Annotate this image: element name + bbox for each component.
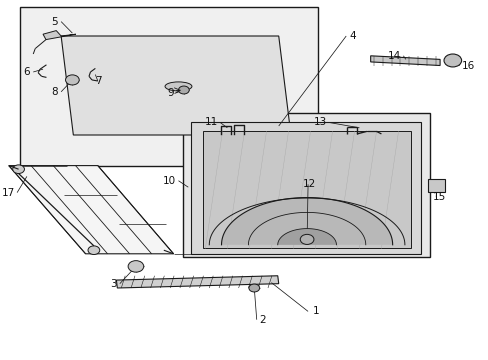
Polygon shape	[61, 36, 290, 135]
Text: 1: 1	[312, 306, 319, 316]
Text: 6: 6	[23, 67, 30, 77]
Text: 15: 15	[432, 192, 445, 202]
Circle shape	[13, 165, 24, 174]
Polygon shape	[370, 56, 439, 66]
Circle shape	[248, 284, 259, 292]
Text: 2: 2	[259, 315, 265, 325]
Polygon shape	[190, 122, 420, 254]
Polygon shape	[9, 166, 173, 254]
Text: 3: 3	[109, 279, 116, 289]
Text: 12: 12	[303, 179, 316, 189]
Polygon shape	[203, 131, 410, 248]
Circle shape	[300, 234, 313, 244]
Circle shape	[65, 75, 79, 85]
Polygon shape	[116, 276, 278, 288]
Polygon shape	[43, 31, 76, 40]
Text: 17: 17	[1, 188, 15, 198]
Text: 13: 13	[313, 117, 326, 127]
Polygon shape	[278, 135, 303, 149]
Bar	[20, 7, 317, 166]
Text: 9: 9	[166, 88, 173, 98]
Text: 5: 5	[51, 17, 58, 27]
Text: 11: 11	[204, 117, 217, 127]
Circle shape	[88, 246, 100, 255]
Circle shape	[178, 86, 189, 94]
Text: 14: 14	[387, 51, 400, 61]
Bar	[427, 179, 445, 192]
Text: 10: 10	[163, 176, 176, 186]
Circle shape	[128, 261, 143, 272]
Text: 4: 4	[349, 31, 356, 41]
Circle shape	[443, 54, 461, 67]
Text: 16: 16	[461, 60, 474, 71]
Bar	[183, 113, 429, 257]
Text: 8: 8	[51, 87, 58, 97]
Text: 7: 7	[95, 76, 102, 86]
Ellipse shape	[165, 82, 192, 91]
